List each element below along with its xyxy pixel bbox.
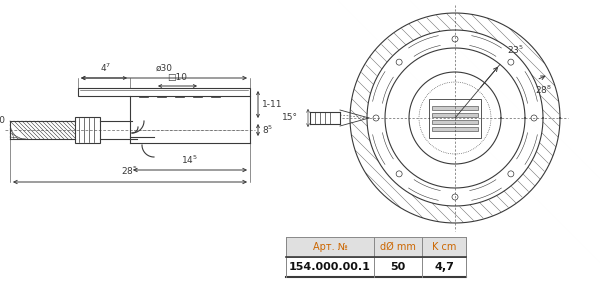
Circle shape: [373, 115, 379, 121]
Text: ø30: ø30: [155, 64, 173, 73]
Circle shape: [508, 171, 514, 177]
Bar: [432, 127, 478, 131]
Text: 28$^5$: 28$^5$: [121, 165, 139, 177]
Text: 1-11: 1-11: [262, 100, 283, 109]
Bar: [432, 106, 478, 110]
Text: 15°: 15°: [282, 113, 298, 122]
Text: dØ mm: dØ mm: [380, 242, 416, 252]
Bar: [75, 117, 100, 143]
Bar: [286, 237, 466, 257]
Circle shape: [396, 59, 402, 65]
Circle shape: [396, 171, 402, 177]
Text: 14$^5$: 14$^5$: [181, 154, 199, 166]
Bar: [432, 120, 478, 124]
Bar: [78, 88, 250, 96]
Text: 8$^5$: 8$^5$: [262, 124, 273, 136]
Circle shape: [452, 194, 458, 200]
Text: 28$^8$: 28$^8$: [535, 84, 552, 96]
Circle shape: [508, 59, 514, 65]
Bar: [429, 98, 481, 137]
Text: 50: 50: [391, 262, 406, 272]
Text: K cm: K cm: [432, 242, 456, 252]
Bar: [286, 257, 466, 277]
Text: 23$^5$: 23$^5$: [507, 44, 524, 56]
Circle shape: [452, 36, 458, 42]
Text: 4$^7$: 4$^7$: [100, 61, 112, 74]
Bar: [432, 113, 478, 117]
Text: □10: □10: [167, 73, 187, 82]
Text: 4,7: 4,7: [434, 262, 454, 272]
Circle shape: [531, 115, 537, 121]
Text: Арт. №: Арт. №: [313, 242, 347, 252]
Text: ø50: ø50: [0, 116, 6, 125]
Text: 154.000.00.1: 154.000.00.1: [289, 262, 371, 272]
